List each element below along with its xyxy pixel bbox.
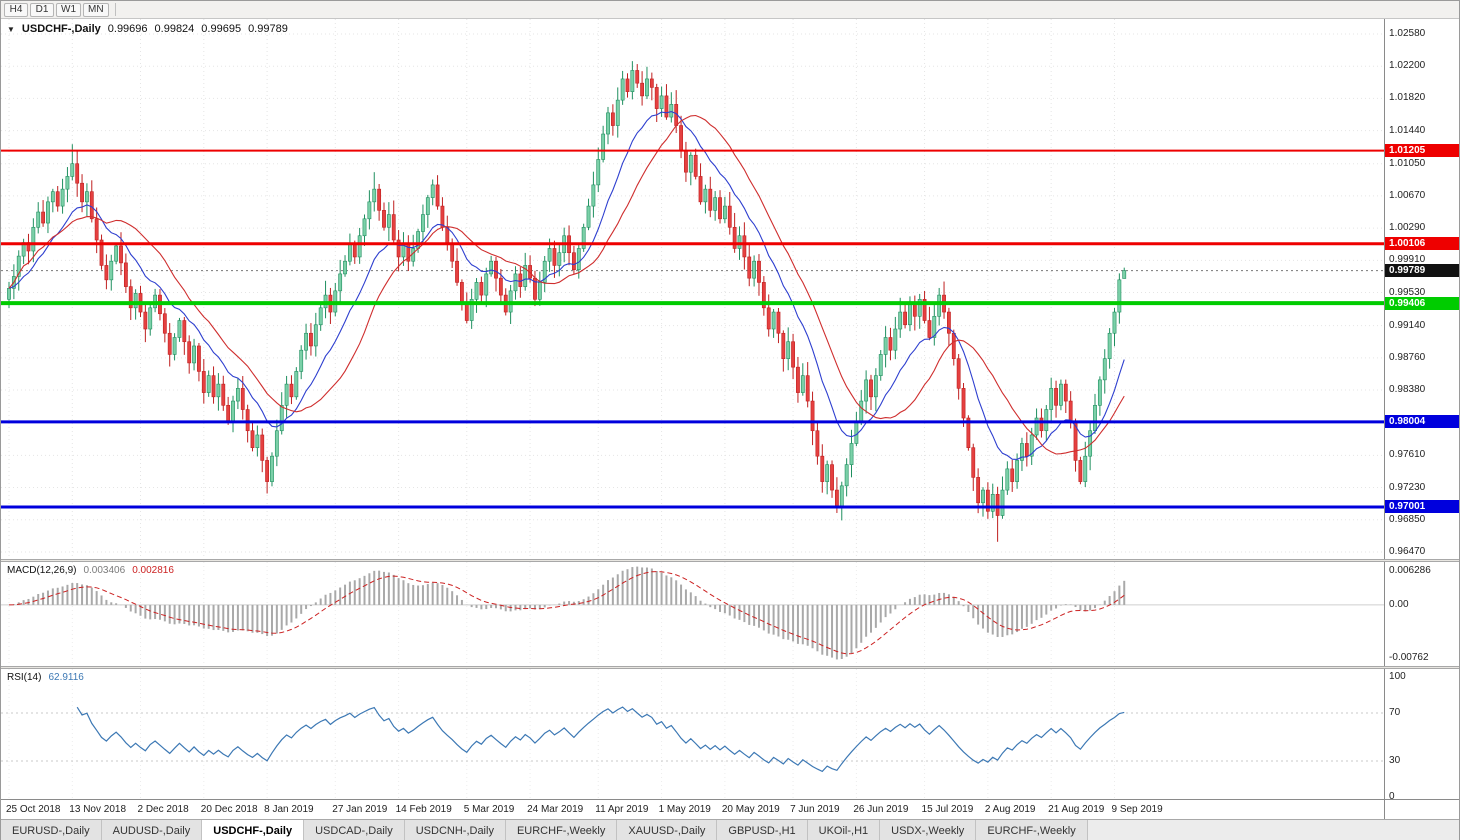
date-axis-label: 26 Jun 2019	[853, 804, 909, 815]
rsi-axis-label: 100	[1389, 671, 1406, 682]
ohlc-low: 0.99695	[201, 23, 242, 35]
date-axis-label: 5 Mar 2019	[463, 804, 515, 815]
price-axis-label: 1.00290	[1389, 222, 1426, 234]
macd-axis-zero: 0.00	[1389, 598, 1409, 610]
chart-tab[interactable]: EURUSD-,Daily	[1, 820, 102, 840]
price-axis-label: 0.97230	[1389, 481, 1426, 493]
rsi-label-row: RSI(14) 62.9116	[7, 672, 84, 683]
chart-tab[interactable]: EURCHF-,Weekly	[505, 820, 618, 840]
macd-axis-min: -0.00762	[1389, 652, 1429, 663]
collapse-indicator-icon[interactable]: ▼	[7, 24, 15, 34]
timeframe-button-mn[interactable]: MN	[83, 2, 109, 17]
chart-tab[interactable]: USDCNH-,Daily	[404, 820, 506, 840]
date-axis-label: 24 Mar 2019	[527, 804, 584, 815]
date-axis-label: 9 Sep 2019	[1111, 804, 1163, 815]
date-axis-label: 21 Aug 2019	[1048, 804, 1105, 815]
ohlc-close: 0.99789	[248, 23, 288, 35]
date-axis-label: 8 Jan 2019	[264, 804, 314, 815]
chart-tab[interactable]: USDCAD-,Daily	[304, 820, 405, 840]
rsi-axis-label: 70	[1389, 707, 1401, 718]
ohlc-high: 0.99824	[154, 23, 195, 35]
date-axis-label: 11 Apr 2019	[595, 804, 649, 815]
price-chart-panel: ▼ USDCHF-,Daily 0.99696 0.99824 0.99695 …	[1, 19, 1459, 559]
timeframe-button-d1[interactable]: D1	[30, 2, 54, 17]
rsi-axis[interactable]: 100 70 30 0	[1384, 669, 1459, 802]
chart-tab[interactable]: GBPUSD-,H1	[717, 820, 808, 840]
price-axis-label: 0.98760	[1389, 351, 1426, 363]
macd-axis[interactable]: 0.006286 0.00 -0.00762	[1384, 562, 1459, 666]
date-axis-label: 7 Jun 2019	[790, 804, 840, 815]
price-axis-label: 0.99140	[1389, 319, 1426, 331]
date-labels: 25 Oct 2018 13 Nov 2018 2 Dec 2018 20 Dec 2…	[1, 800, 1384, 819]
chart-tab[interactable]: AUDUSD-,Daily	[101, 820, 203, 840]
date-axis-label: 27 Jan 2019	[332, 804, 388, 815]
macd-name: MACD(12,26,9)	[7, 565, 77, 576]
price-axis-label: 0.96850	[1389, 513, 1426, 525]
timeframe-buttons: H4 D1 W1 MN	[4, 2, 109, 17]
macd-canvas[interactable]: MACD(12,26,9) 0.003406 0.002816	[1, 562, 1385, 666]
chart-tab[interactable]: EURCHF-,Weekly	[976, 820, 1088, 840]
macd-axis-max: 0.006286	[1389, 565, 1431, 576]
price-axis-label: 1.01440	[1389, 124, 1426, 136]
date-axis-label: 15 Jul 2019	[921, 804, 974, 815]
level-price-label: 0.99406	[1385, 296, 1459, 310]
symbol-name: USDCHF-,Daily	[21, 23, 101, 35]
price-axis-label: 0.99530	[1389, 286, 1426, 298]
date-axis-label: 25 Oct 2018	[6, 804, 61, 815]
symbol-ohlc-label: ▼ USDCHF-,Daily 0.99696 0.99824 0.99695 …	[7, 23, 288, 35]
level-price-label: 1.00106	[1385, 237, 1459, 251]
price-axis-label: 1.02580	[1389, 28, 1426, 39]
timeframe-button-w1[interactable]: W1	[56, 2, 81, 17]
date-axis-label: 2 Dec 2018	[137, 804, 189, 815]
ohlc-open: 0.99696	[107, 23, 148, 35]
toolbar-separator	[114, 3, 116, 16]
level-price-label: 0.97001	[1385, 500, 1459, 514]
date-axis-label: 14 Feb 2019	[395, 804, 452, 815]
level-price-label: 0.98004	[1385, 415, 1459, 429]
price-axis[interactable]: 1.02580 1.02200 1.01820 1.01440 1.01050 1.006…	[1384, 19, 1459, 559]
macd-label-row: MACD(12,26,9) 0.003406 0.002816	[7, 565, 174, 576]
price-axis-label: 0.99910	[1389, 254, 1426, 266]
chart-tab[interactable]: USDCHF-,Daily	[202, 820, 305, 840]
date-axis-label: 1 May 2019	[658, 804, 711, 815]
date-axis-label: 2 Aug 2019	[984, 804, 1036, 815]
price-axis-label: 1.01820	[1389, 92, 1426, 104]
price-axis-label: 1.00670	[1389, 189, 1426, 201]
macd-main-value: 0.003406	[83, 565, 126, 576]
price-axis-label: 1.02200	[1389, 60, 1426, 72]
price-chart-canvas[interactable]: ▼ USDCHF-,Daily 0.99696 0.99824 0.99695 …	[1, 19, 1385, 559]
rsi-axis-label: 30	[1389, 755, 1401, 766]
macd-signal-value: 0.002816	[132, 565, 174, 576]
price-axis-label: 0.98380	[1389, 384, 1426, 396]
chart-tabs: EURUSD-,Daily AUDUSD-,Daily USDCHF-,Daily U…	[1, 819, 1459, 840]
date-axis-label: 13 Nov 2018	[69, 804, 127, 815]
date-axis-label: 20 May 2019	[721, 804, 780, 815]
panel-splitter[interactable]	[1, 666, 1459, 669]
price-axis-label: 0.96470	[1389, 545, 1426, 557]
date-axis-label: 20 Dec 2018	[200, 804, 258, 815]
rsi-panel: RSI(14) 62.9116 100 70 30 0	[1, 669, 1459, 802]
chart-tab[interactable]: UKOil-,H1	[807, 820, 881, 840]
date-axis[interactable]: 25 Oct 2018 13 Nov 2018 2 Dec 2018 20 Dec 2…	[1, 799, 1459, 819]
current-price-label: 0.99789	[1385, 264, 1459, 278]
rsi-value: 62.9116	[48, 672, 84, 683]
chart-tab[interactable]: XAUUSD-,Daily	[617, 820, 718, 840]
level-price-label: 1.01205	[1385, 144, 1459, 158]
price-axis-label: 1.01050	[1389, 157, 1426, 169]
chart-tab[interactable]: USDX-,Weekly	[880, 820, 977, 840]
timeframe-toolbar: H4 D1 W1 MN	[1, 1, 1459, 19]
rsi-name: RSI(14)	[7, 672, 42, 683]
rsi-axis-label: 0	[1389, 791, 1395, 802]
macd-panel: MACD(12,26,9) 0.003406 0.002816 0.006286…	[1, 562, 1459, 666]
panel-splitter[interactable]	[1, 559, 1459, 562]
rsi-canvas[interactable]: RSI(14) 62.9116	[1, 669, 1385, 799]
price-axis-label: 0.97610	[1389, 449, 1426, 461]
axis-corner	[1384, 800, 1459, 819]
timeframe-button-h4[interactable]: H4	[4, 2, 28, 17]
